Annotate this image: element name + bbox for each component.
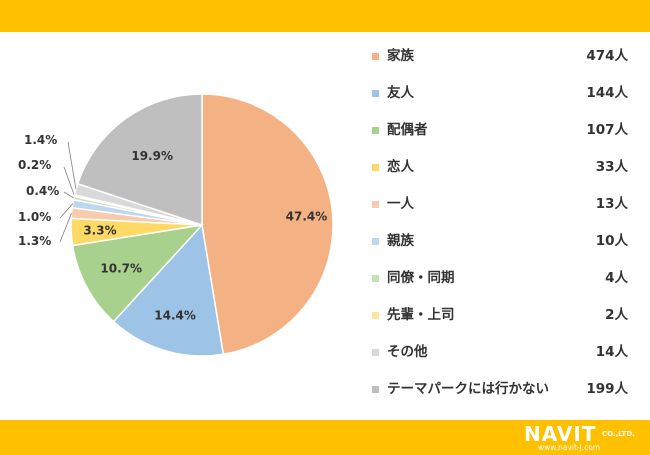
legend-swatch xyxy=(372,201,379,208)
pie-slice-10 xyxy=(76,93,203,227)
top-banner xyxy=(0,0,650,32)
legend-count: 474人 xyxy=(586,48,628,64)
logo-url: www.navit-j.com xyxy=(538,443,601,452)
legend-swatch xyxy=(372,164,379,171)
legend-swatch xyxy=(372,312,379,319)
slice-label-8: 0.2% xyxy=(18,158,51,172)
legend-swatch xyxy=(372,90,379,97)
legend-item-7: 同僚・同期 4人 xyxy=(372,268,642,305)
legend-label: 家族 xyxy=(387,48,414,64)
slice-label-10: 19.9% xyxy=(131,149,173,163)
leader-line-8 xyxy=(63,166,75,196)
legend-count: 14人 xyxy=(595,344,628,360)
legend-item-8: 先輩・上司 2人 xyxy=(372,305,642,342)
slice-label-6: 1.0% xyxy=(18,210,51,224)
legend-label: テーマパークには行かない xyxy=(387,381,549,397)
logo-brand: NAVIT xyxy=(524,422,597,446)
slice-label-3: 10.7% xyxy=(100,261,142,275)
legend-item-6: 親族 10人 xyxy=(372,231,642,268)
legend-item-3: 配偶者 107人 xyxy=(372,120,642,157)
chart-legend: 家族 474人友人 144人配偶者 107人恋人 33人一人 13人親族 10人同僚・同期 4… xyxy=(372,46,642,416)
leader-line-7 xyxy=(63,191,75,199)
legend-label: 先輩・上司 xyxy=(387,307,455,323)
legend-item-4: 恋人 33人 xyxy=(372,157,642,194)
legend-swatch xyxy=(372,127,379,134)
leader-line-5 xyxy=(59,212,72,243)
legend-item-9: その他 14人 xyxy=(372,342,642,379)
slice-label-5: 1.3% xyxy=(18,234,51,248)
legend-label: 親族 xyxy=(387,233,414,249)
pie-slice-3 xyxy=(71,223,205,323)
legend-count: 33人 xyxy=(595,159,628,175)
pie-slice-2 xyxy=(112,223,225,357)
legend-label: 友人 xyxy=(387,85,414,101)
legend-label: その他 xyxy=(387,344,428,360)
pie-chart: 47.4% 14.4% 10.7% 3.3% 1.3% 1.0% 0.4% 0.2% 1.4% 1… xyxy=(18,93,334,357)
legend-count: 13人 xyxy=(595,196,628,212)
legend-item-2: 友人 144人 xyxy=(372,83,642,120)
bottom-banner xyxy=(0,420,650,455)
chart-area: 47.4% 14.4% 10.7% 3.3% 1.3% 1.0% 0.4% 0.2% 1.4% 1… xyxy=(0,32,650,420)
logo-suffix: CO.,LTD. xyxy=(602,430,635,438)
legend-label: 恋人 xyxy=(387,159,414,175)
slice-label-1: 47.4% xyxy=(286,209,328,223)
legend-swatch xyxy=(372,275,379,282)
leader-line-6 xyxy=(59,203,74,219)
legend-count: 2人 xyxy=(605,307,628,323)
legend-label: 配偶者 xyxy=(387,122,428,138)
legend-count: 4人 xyxy=(605,270,628,286)
pie-slice-1 xyxy=(201,93,334,356)
leader-line-9 xyxy=(67,141,77,190)
slice-label-4: 3.3% xyxy=(83,223,116,237)
legend-swatch xyxy=(372,349,379,356)
slice-label-2: 14.4% xyxy=(154,308,196,322)
legend-swatch xyxy=(372,238,379,245)
legend-swatch xyxy=(372,53,379,60)
legend-count: 144人 xyxy=(586,85,628,101)
legend-item-5: 一人 13人 xyxy=(372,194,642,231)
legend-count: 199人 xyxy=(586,381,628,397)
legend-count: 10人 xyxy=(595,233,628,249)
legend-item-10: テーマパークには行かない 199人 xyxy=(372,379,642,416)
slice-label-7: 0.4% xyxy=(26,184,59,198)
legend-label: 一人 xyxy=(387,196,414,212)
legend-label: 同僚・同期 xyxy=(387,270,455,286)
legend-item-1: 家族 474人 xyxy=(372,46,642,83)
legend-swatch xyxy=(372,386,379,393)
navit-logo: NAVIT CO.,LTD. www.navit-j.com xyxy=(524,424,642,452)
slice-label-9: 1.4% xyxy=(24,133,57,147)
legend-count: 107人 xyxy=(586,122,628,138)
